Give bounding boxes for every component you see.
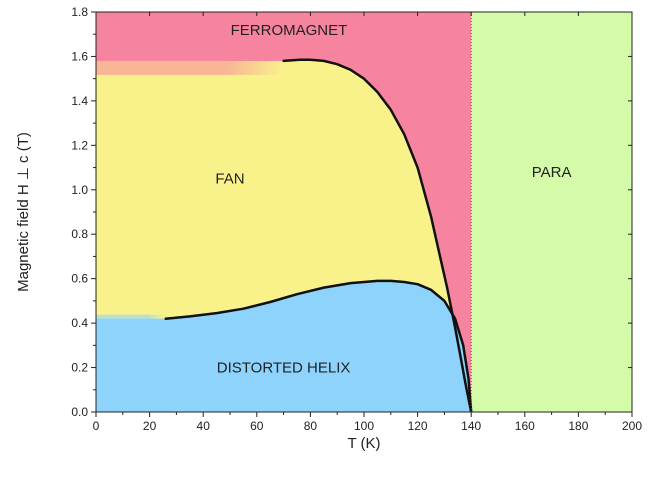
- x-tick-label: 100: [354, 419, 374, 433]
- y-tick-label: 0.2: [71, 361, 88, 375]
- region-label: FAN: [215, 171, 244, 188]
- y-tick-label: 1.8: [71, 5, 88, 19]
- y-tick-label: 1.4: [71, 94, 88, 108]
- y-tick-label: 1.0: [71, 183, 88, 197]
- y-tick-label: 1.6: [71, 49, 88, 63]
- y-tick-label: 0.8: [71, 227, 88, 241]
- x-tick-label: 60: [250, 419, 264, 433]
- x-tick-label: 120: [408, 419, 428, 433]
- y-tick-label: 0.0: [71, 405, 88, 419]
- y-tick-label: 0.6: [71, 272, 88, 286]
- x-tick-label: 20: [143, 419, 157, 433]
- x-tick-label: 0: [93, 419, 100, 433]
- plot-area: [96, 12, 632, 412]
- region-label: DISTORTED HELIX: [217, 360, 351, 377]
- x-axis-title: T (K): [347, 435, 380, 452]
- ferromagnet-fade-band-top: [96, 46, 284, 61]
- distorted-helix-region: [96, 280, 472, 412]
- y-tick-label: 1.2: [71, 138, 88, 152]
- x-tick-label: 160: [515, 419, 535, 433]
- x-tick-label: 140: [461, 419, 481, 433]
- y-tick-label: 0.4: [71, 316, 88, 330]
- para-region: [471, 12, 632, 412]
- x-tick-label: 80: [304, 419, 318, 433]
- region-label: PARA: [532, 164, 572, 181]
- lower-phase-boundary: [164, 279, 473, 412]
- upper-phase-boundary: [282, 58, 473, 412]
- x-tick-label: 180: [568, 419, 588, 433]
- region-labels: FERROMAGNET FAN DISTORTED HELIX PARA: [215, 22, 571, 377]
- x-tick-label: 40: [197, 419, 211, 433]
- helix-fade-band: [96, 314, 166, 343]
- region-label: FERROMAGNET: [231, 22, 348, 39]
- y-axis-title: Magnetic field H ⊥ c (T): [15, 132, 32, 292]
- x-tick-label: 200: [622, 419, 642, 433]
- axes: 0 20 40 60 80 100 120 140 160 180 200 0.0 0.2 0.4 0.6 0…: [71, 5, 642, 433]
